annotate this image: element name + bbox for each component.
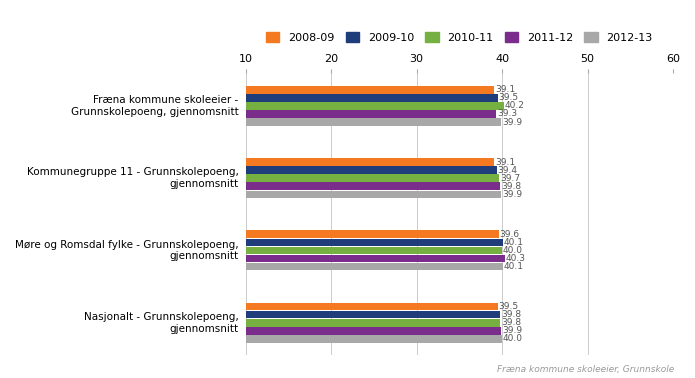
Text: 39.1: 39.1: [496, 85, 515, 94]
Text: 39.8: 39.8: [501, 310, 521, 319]
Bar: [160, 263, 503, 270]
Bar: [160, 335, 502, 343]
Bar: [160, 102, 504, 110]
Bar: [160, 319, 500, 327]
Text: 39.9: 39.9: [502, 326, 522, 335]
Bar: [160, 158, 494, 166]
Bar: [160, 174, 500, 182]
Text: 39.5: 39.5: [498, 302, 518, 311]
Text: 39.9: 39.9: [502, 190, 522, 199]
Bar: [160, 86, 494, 94]
Text: 40.1: 40.1: [504, 262, 524, 271]
Text: 39.4: 39.4: [498, 166, 518, 175]
Bar: [160, 166, 497, 174]
Bar: [160, 246, 502, 254]
Text: 39.3: 39.3: [497, 110, 517, 118]
Text: 39.6: 39.6: [500, 230, 520, 239]
Bar: [160, 311, 500, 318]
Bar: [160, 303, 498, 310]
Text: 40.0: 40.0: [503, 246, 523, 255]
Bar: [160, 327, 501, 335]
Bar: [160, 118, 501, 126]
Text: 39.7: 39.7: [500, 174, 521, 183]
Bar: [160, 110, 496, 118]
Text: 39.5: 39.5: [498, 93, 518, 102]
Bar: [160, 94, 498, 102]
Text: 39.1: 39.1: [496, 158, 515, 167]
Text: 39.8: 39.8: [501, 182, 521, 191]
Bar: [160, 231, 498, 238]
Bar: [160, 255, 505, 262]
Text: Fræna kommune skoleeier, Grunnskole: Fræna kommune skoleeier, Grunnskole: [497, 365, 674, 374]
Text: 39.9: 39.9: [502, 118, 522, 127]
Legend: 2008-09, 2009-10, 2010-11, 2011-12, 2012-13: 2008-09, 2009-10, 2010-11, 2011-12, 2012…: [261, 28, 657, 47]
Text: 40.3: 40.3: [505, 254, 525, 263]
Text: 40.2: 40.2: [505, 101, 525, 110]
Text: 40.0: 40.0: [503, 335, 523, 343]
Bar: [160, 183, 500, 190]
Text: 39.8: 39.8: [501, 318, 521, 327]
Text: 40.1: 40.1: [504, 238, 524, 247]
Bar: [160, 191, 501, 198]
Bar: [160, 239, 503, 246]
